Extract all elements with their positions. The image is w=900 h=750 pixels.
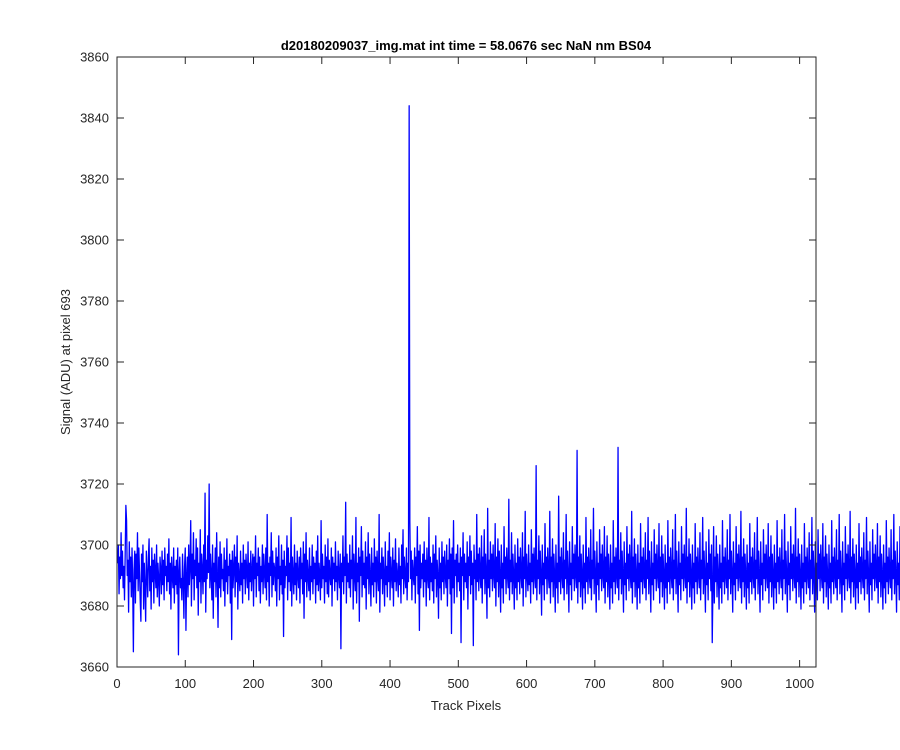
x-tick-label: 500 (447, 676, 469, 691)
series-line (117, 105, 900, 656)
series-group (117, 105, 900, 656)
x-tick-label: 100 (174, 676, 196, 691)
x-axis-label: Track Pixels (431, 698, 502, 713)
y-axis-label: Signal (ADU) at pixel 693 (58, 289, 73, 435)
x-tick-label: 700 (584, 676, 606, 691)
y-tick-label: 3680 (80, 599, 109, 614)
y-tick-label: 3800 (80, 233, 109, 248)
y-tick-label: 3840 (80, 111, 109, 126)
chart-title: d20180209037_img.mat int time = 58.0676 … (281, 38, 652, 53)
y-tick-label: 3860 (80, 50, 109, 65)
y-tick-label: 3740 (80, 416, 109, 431)
x-tick-label: 300 (311, 676, 333, 691)
x-tick-label: 1000 (785, 676, 814, 691)
axes-box (116, 56, 817, 668)
x-tick-label: 200 (243, 676, 265, 691)
y-tick-label: 3820 (80, 172, 109, 187)
x-tick-label: 900 (721, 676, 743, 691)
x-tick-label: 400 (379, 676, 401, 691)
y-tick-label: 3720 (80, 477, 109, 492)
y-tick-label: 3700 (80, 538, 109, 553)
x-tick-label: 800 (652, 676, 674, 691)
x-tick-label: 0 (113, 676, 120, 691)
y-tick-label: 3660 (80, 660, 109, 675)
y-ticks: 3660 3680 3700 3720 3740 3760 3780 3800 3820 3840… (80, 50, 816, 675)
y-tick-label: 3780 (80, 294, 109, 309)
x-tick-label: 600 (516, 676, 538, 691)
y-tick-label: 3760 (80, 355, 109, 370)
x-ticks: 0 100 200 300 400 500 600 700 800 900 1000 (113, 57, 814, 691)
